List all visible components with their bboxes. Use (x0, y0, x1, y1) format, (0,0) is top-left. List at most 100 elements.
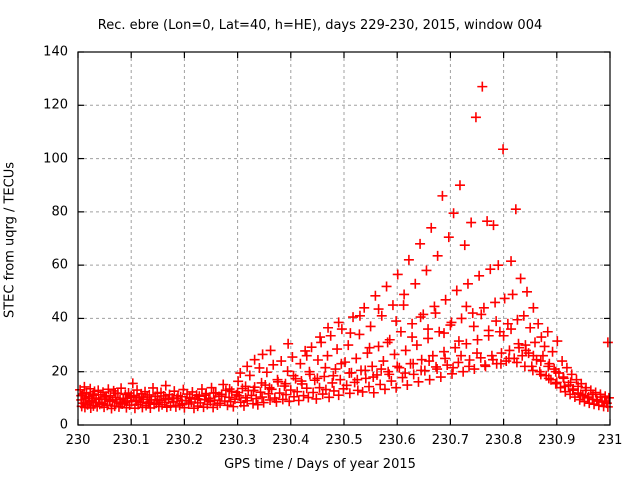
data-point (424, 356, 435, 367)
data-point (411, 340, 422, 351)
data-point (423, 324, 434, 335)
data-point (266, 384, 277, 395)
data-point (400, 345, 411, 356)
data-point (407, 318, 418, 329)
data-point (421, 265, 432, 276)
data-point (529, 337, 540, 348)
data-point (304, 366, 315, 377)
data-point (440, 353, 451, 364)
data-point (502, 318, 513, 329)
data-point (160, 393, 171, 404)
data-point (360, 365, 371, 376)
data-point (423, 333, 434, 344)
data-point (373, 341, 384, 352)
data-point (527, 365, 538, 376)
data-point (271, 396, 282, 407)
data-point (429, 301, 440, 312)
data-point (274, 388, 285, 399)
data-point (573, 381, 584, 392)
data-point (450, 342, 461, 353)
data-point (424, 374, 435, 385)
data-point (448, 208, 459, 219)
data-point (348, 312, 359, 323)
x-tick-label: 230.2 (165, 433, 203, 448)
data-point (446, 368, 457, 379)
x-tick-label: 230.4 (272, 433, 310, 448)
data-point (281, 389, 292, 400)
data-point (464, 361, 475, 372)
data-point (488, 220, 499, 231)
data-point (373, 304, 384, 315)
data-point (399, 289, 410, 300)
data-point (328, 385, 339, 396)
x-tick-label: 230.3 (218, 433, 257, 448)
data-point (272, 374, 283, 385)
data-point (323, 322, 334, 333)
data-point (206, 382, 217, 393)
data-point (242, 395, 253, 406)
data-point (442, 360, 453, 371)
data-point (365, 321, 376, 332)
data-point (543, 361, 554, 372)
data-point (345, 328, 356, 339)
data-point (469, 364, 480, 375)
data-point (389, 349, 400, 360)
data-point (322, 350, 333, 361)
data-point (315, 332, 326, 343)
data-point (341, 380, 352, 391)
data-point (225, 396, 236, 407)
data-point (104, 394, 115, 405)
data-point (131, 396, 142, 407)
data-point (148, 382, 159, 393)
data-point (248, 398, 259, 409)
data-point (543, 373, 554, 384)
y-tick-label: 60 (51, 257, 68, 273)
data-point (292, 386, 303, 397)
data-point (459, 240, 470, 251)
data-point (415, 312, 426, 323)
data-point (493, 260, 504, 271)
data-point (577, 390, 588, 401)
data-point (479, 360, 490, 371)
data-point (547, 346, 558, 357)
data-point (344, 368, 355, 379)
data-point (451, 285, 462, 296)
y-tick-label: 140 (43, 44, 68, 60)
data-point (432, 364, 443, 375)
data-point (254, 362, 265, 373)
data-point (381, 281, 392, 292)
data-point (352, 385, 363, 396)
data-point (395, 326, 406, 337)
data-point (308, 387, 319, 398)
data-point (258, 397, 269, 408)
data-point (370, 290, 381, 301)
data-point (88, 389, 99, 400)
data-point (368, 387, 379, 398)
data-point (528, 302, 539, 313)
data-point (238, 400, 249, 411)
data-point (282, 366, 293, 377)
data-point (557, 356, 568, 367)
data-point (256, 377, 267, 388)
data-point (566, 369, 577, 380)
data-point (287, 352, 298, 363)
data-point (205, 396, 216, 407)
data-point (539, 341, 550, 352)
data-point (513, 338, 524, 349)
data-point (384, 369, 395, 380)
data-point (255, 387, 266, 398)
data-point (215, 398, 226, 409)
y-tick-label: 20 (51, 364, 68, 380)
data-point (517, 350, 528, 361)
data-point (416, 354, 427, 365)
data-point (552, 336, 563, 347)
data-point (216, 391, 227, 402)
data-point (344, 388, 355, 399)
data-point (99, 392, 110, 403)
data-point (79, 381, 90, 392)
data-point (551, 377, 562, 388)
data-point (362, 348, 373, 359)
data-point (391, 382, 402, 393)
